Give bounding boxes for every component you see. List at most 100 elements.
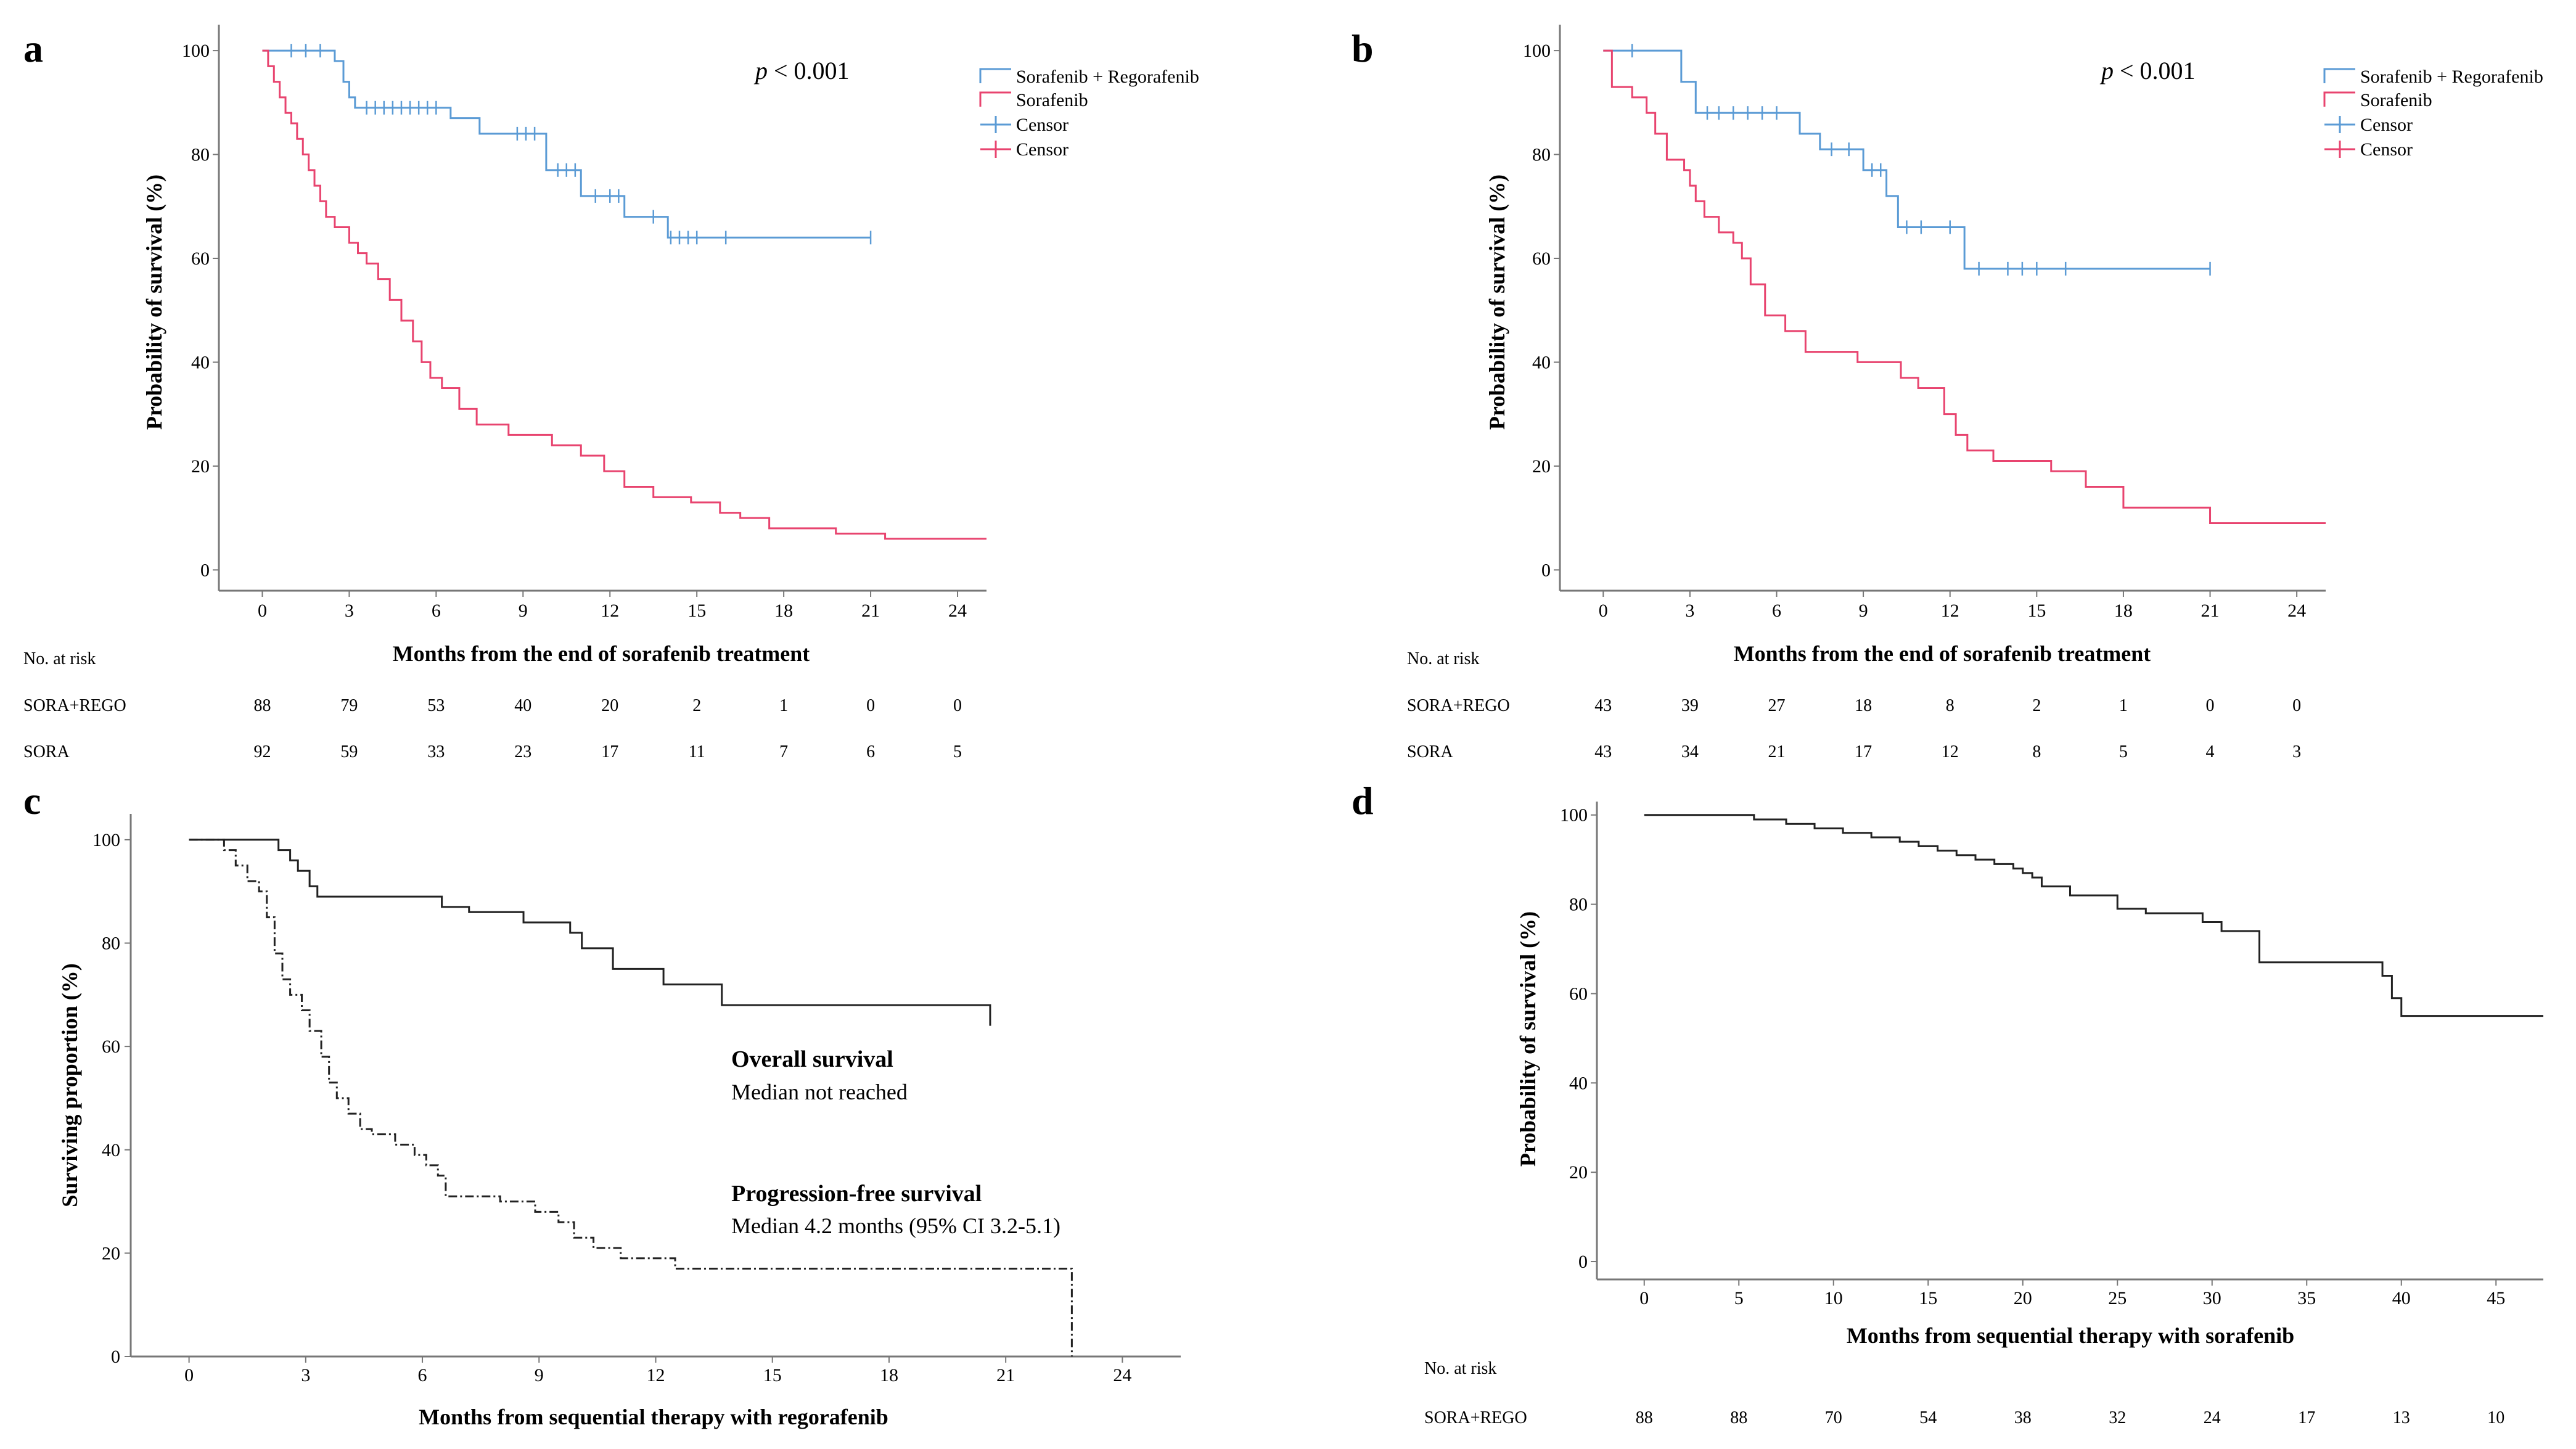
x-tick-label: 0 (184, 1365, 194, 1385)
risk-value: 40 (514, 696, 531, 715)
legend-label: Sorafenib + Regorafenib (2360, 67, 2543, 87)
y-tick-label: 80 (1532, 145, 1551, 165)
risk-value: 4 (2206, 742, 2215, 761)
risk-row-label: SORA (1407, 742, 1453, 761)
x-tick-label: 9 (519, 601, 528, 621)
x-tick-label: 18 (880, 1365, 898, 1385)
x-tick-label: 21 (996, 1365, 1015, 1385)
panel-b-p-value: p < 0.001 (2099, 57, 2196, 84)
x-tick-label: 15 (687, 601, 706, 621)
legend-step-blue-icon (2323, 68, 2355, 83)
panel-d-y-label: Probability of survival (%) (1516, 911, 1540, 1167)
risk-value: 10 (2487, 1408, 2504, 1427)
pfs-annotation-title: Progression-free survival (731, 1181, 982, 1207)
risk-value: 88 (253, 696, 271, 715)
risk-value: 1 (779, 696, 788, 715)
survival-curve (189, 839, 1073, 1357)
panel-d-x-label: Months from sequential therapy with sora… (1847, 1323, 2294, 1348)
risk-value: 33 (427, 742, 445, 761)
y-tick-label: 60 (1569, 983, 1588, 1004)
risk-value: 88 (1730, 1408, 1747, 1427)
panel-a-y-label: Probability of survival (%) (142, 174, 166, 430)
x-tick-label: 15 (763, 1365, 782, 1385)
panel-c-y-label: Surviving proportion (%) (57, 963, 82, 1207)
panel-a-ticks: 0 3 6 9 12 15 18 21 24 0 20 40 60 80 100 (182, 41, 967, 621)
risk-value: 20 (601, 696, 618, 715)
risk-value: 2 (2032, 696, 2041, 715)
y-tick-label: 20 (191, 456, 210, 477)
risk-value: 21 (1768, 742, 1786, 761)
x-tick-label: 40 (2392, 1288, 2411, 1308)
panel-b-x-label: Months from the end of sorafenib treatme… (1734, 641, 2151, 666)
risk-row-label: SORA+REGO (1407, 696, 1510, 715)
x-tick-label: 6 (432, 601, 441, 621)
y-tick-label: 0 (1578, 1252, 1588, 1272)
x-tick-label: 10 (1824, 1288, 1843, 1308)
x-tick-label: 0 (1639, 1288, 1649, 1308)
legend-label: Censor (2360, 139, 2413, 160)
y-tick-label: 100 (1560, 805, 1588, 826)
y-tick-label: 20 (1532, 456, 1551, 477)
y-tick-label: 40 (1532, 352, 1551, 372)
x-tick-label: 24 (2287, 601, 2306, 621)
x-tick-label: 15 (2027, 601, 2046, 621)
panel-c-letter: c (23, 779, 41, 823)
panel-d-letter: d (1352, 779, 1374, 823)
risk-value: 17 (601, 742, 618, 761)
risk-value: 38 (2014, 1408, 2032, 1427)
risk-value: 59 (340, 742, 358, 761)
risk-value: 53 (427, 696, 445, 715)
panel-d-risk-table: No. at risk SORA+REGO 88 88 70 54 38 32 24 17 13 10 (1424, 1359, 2504, 1427)
os-annotation-text: Median not reached (731, 1080, 908, 1104)
x-tick-label: 3 (345, 601, 354, 621)
x-tick-label: 24 (1113, 1365, 1131, 1385)
y-tick-label: 40 (102, 1140, 120, 1160)
legend-step-red-icon (2323, 91, 2355, 107)
panel-b-y-label: Probability of survival (%) (1485, 174, 1509, 430)
survival-curve (1603, 49, 2210, 270)
survival-curve (1603, 49, 2326, 525)
risk-value: 70 (1825, 1408, 1842, 1427)
panel-a-letter: a (23, 27, 43, 70)
x-tick-label: 18 (2114, 601, 2133, 621)
risk-value: 3 (2292, 742, 2301, 761)
risk-value: 0 (2206, 696, 2215, 715)
x-tick-label: 9 (535, 1365, 544, 1385)
legend-step-red-icon (979, 91, 1011, 107)
panel-c-curves (189, 839, 1073, 1357)
y-tick-label: 40 (191, 352, 210, 372)
survival-curve (262, 49, 871, 239)
risk-value: 43 (1594, 742, 1612, 761)
x-tick-label: 5 (1734, 1288, 1744, 1308)
y-tick-label: 60 (1532, 248, 1551, 269)
risk-table-header: No. at risk (1407, 649, 1479, 668)
x-tick-label: 3 (301, 1365, 310, 1385)
y-tick-label: 80 (191, 145, 210, 165)
legend-label: Sorafenib (1016, 90, 1088, 110)
panel-b-letter: b (1352, 27, 1374, 70)
risk-value: 32 (2109, 1408, 2126, 1427)
risk-value: 39 (1681, 696, 1699, 715)
legend-censor-blue-icon (980, 116, 1011, 133)
legend-step-blue-icon (979, 68, 1011, 83)
y-tick-label: 100 (1523, 41, 1551, 61)
x-tick-label: 24 (948, 601, 967, 621)
y-tick-label: 80 (1569, 895, 1588, 915)
risk-value: 54 (1919, 1408, 1937, 1427)
risk-value: 5 (2119, 742, 2128, 761)
y-tick-label: 0 (1541, 560, 1551, 580)
panel-b-legend: Sorafenib + Regorafenib Sorafenib Censor… (2323, 67, 2543, 160)
legend-label: Censor (1016, 139, 1069, 160)
x-tick-label: 6 (418, 1365, 427, 1385)
risk-value: 17 (2298, 1408, 2315, 1427)
y-tick-label: 100 (92, 830, 120, 850)
x-tick-label: 21 (861, 601, 880, 621)
y-tick-label: 80 (102, 934, 120, 954)
panel-d-curves (1644, 814, 2543, 1017)
x-tick-label: 35 (2297, 1288, 2316, 1308)
panel-c-annotations: Overall survival Median not reached Prog… (731, 1046, 1060, 1238)
risk-value: 6 (866, 742, 875, 761)
risk-value: 1 (2119, 696, 2128, 715)
